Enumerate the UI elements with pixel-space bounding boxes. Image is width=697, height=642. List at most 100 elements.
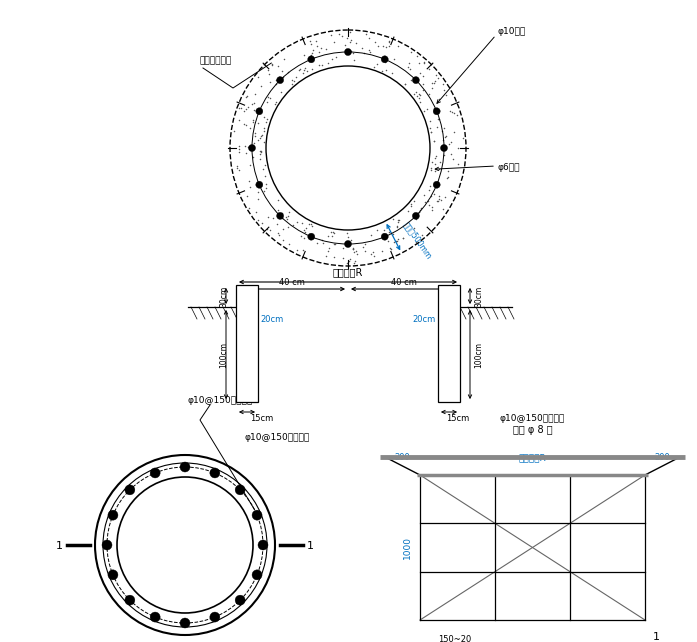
Point [277,66,288,76]
Point [306,221,317,231]
Point [392,222,403,232]
Text: 1000: 1000 [403,536,412,559]
Circle shape [344,241,351,248]
Point [314,60,325,70]
Point [298,65,309,75]
Point [337,253,348,263]
Point [445,306,457,316]
Point [358,48,369,58]
Point [263,65,274,75]
Point [452,373,463,383]
Point [350,256,361,266]
Point [389,237,400,247]
Point [417,79,428,89]
Point [438,135,449,145]
Point [442,376,453,386]
Point [242,142,253,152]
Point [445,149,457,159]
Point [265,77,276,87]
Point [233,372,244,383]
Point [265,225,276,236]
Point [364,45,375,55]
Point [429,180,441,190]
Point [418,106,429,116]
Point [378,229,389,239]
Point [341,44,352,55]
Point [404,64,415,74]
Point [439,132,450,143]
Point [278,55,289,65]
Point [233,144,245,154]
Point [364,47,375,57]
Point [438,286,450,297]
Point [383,37,395,47]
Text: 桩基直径R: 桩基直径R [332,267,363,277]
Point [240,333,252,343]
Point [313,47,324,57]
Point [406,74,417,85]
Point [445,312,456,322]
Point [408,223,420,233]
Point [383,40,394,51]
Point [273,195,284,205]
Point [347,244,358,254]
Point [243,343,254,354]
Point [255,80,266,91]
Point [261,179,272,189]
Circle shape [381,233,388,240]
Point [248,105,259,115]
Point [247,387,259,397]
Point [406,199,417,209]
Point [435,315,446,325]
Point [277,213,288,223]
Point [434,301,445,311]
Circle shape [252,570,262,580]
Point [442,284,453,295]
Point [426,191,437,201]
Point [446,356,457,366]
Text: 30cm: 30cm [219,286,228,307]
Point [262,212,273,222]
Point [443,172,454,182]
Point [418,190,429,200]
Point [248,98,259,108]
Point [404,58,415,68]
Text: 锁口外轮廓线: 锁口外轮廓线 [200,56,232,65]
Point [244,320,255,330]
Point [426,127,437,137]
Point [434,304,445,315]
Point [238,302,250,312]
Circle shape [256,108,263,115]
Point [429,189,440,200]
Point [346,46,357,56]
Point [275,74,286,85]
Point [236,363,247,374]
Point [233,147,245,157]
Point [255,130,266,141]
Point [345,28,356,38]
Point [294,64,305,74]
Point [233,116,245,126]
Point [233,373,245,383]
Circle shape [180,462,190,472]
Point [248,115,259,125]
Point [441,130,452,141]
Point [261,117,272,127]
Point [424,64,435,74]
Point [247,152,258,162]
Point [260,159,271,169]
Point [438,366,450,376]
Point [451,311,462,321]
Point [284,239,295,249]
Point [347,48,358,58]
Point [439,363,450,374]
Point [432,73,443,83]
Point [452,110,463,121]
Point [411,87,422,98]
Point [256,218,268,228]
Point [251,327,262,337]
Circle shape [210,612,220,622]
Point [434,388,445,399]
Point [323,246,334,256]
Point [393,215,404,225]
